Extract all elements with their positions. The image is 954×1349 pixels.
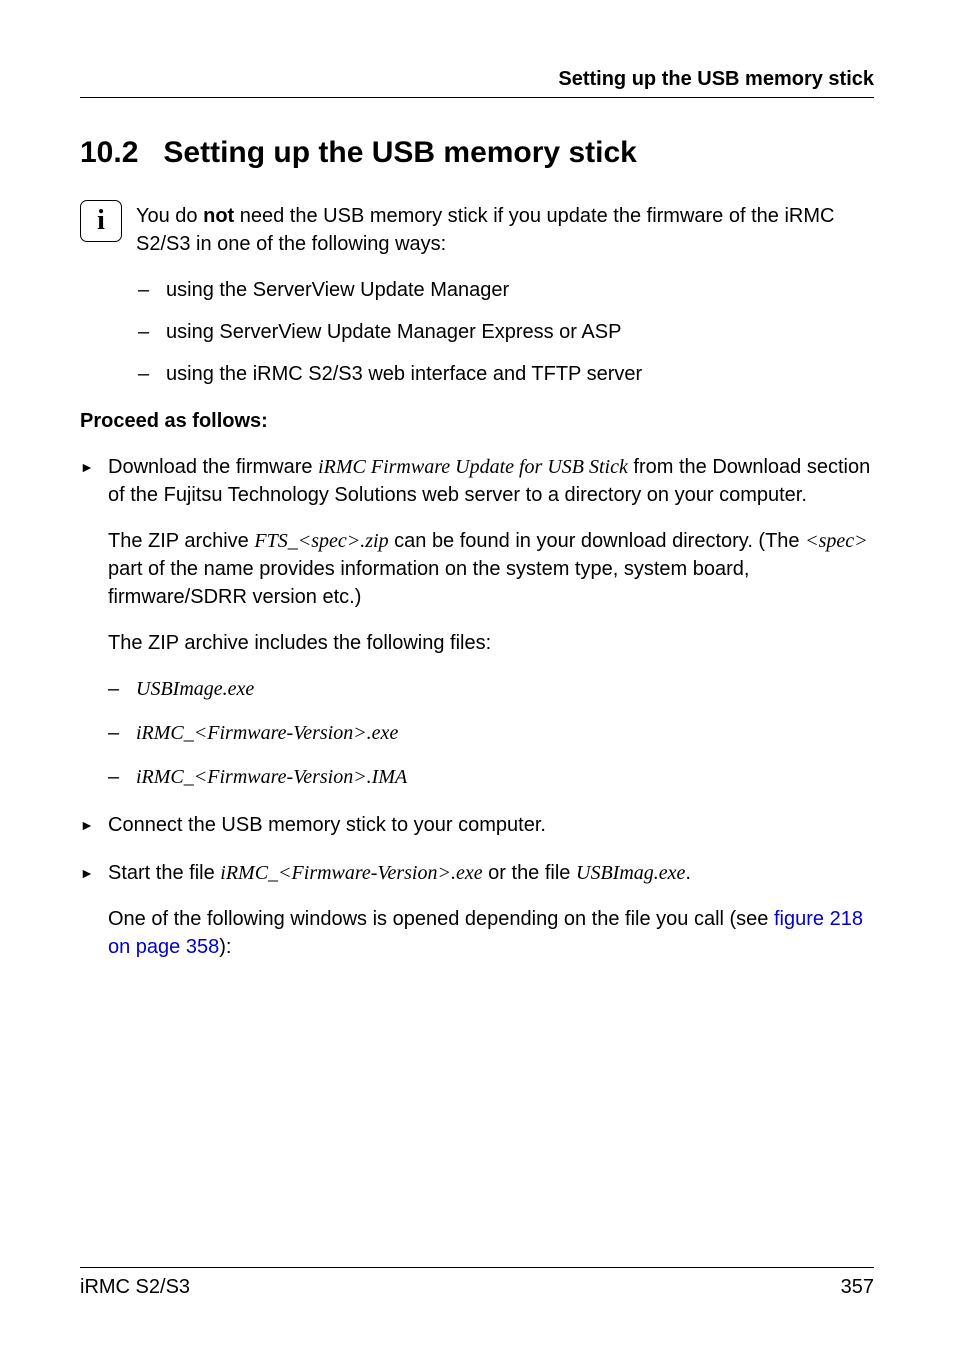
- section-title-text: Setting up the USB memory stick: [163, 136, 636, 169]
- footer-left: iRMC S2/S3: [80, 1276, 190, 1299]
- step-italic: FTS_<spec>.zip: [254, 530, 388, 552]
- step-item: Download the firmware iRMC Firmware Upda…: [108, 453, 874, 791]
- section-heading: 10.2 Setting up the USB memory stick: [80, 136, 874, 170]
- step-paragraph: The ZIP archive includes the following f…: [108, 629, 874, 657]
- list-item: using the iRMC S2/S3 web interface and T…: [166, 360, 874, 388]
- info-note-text: You do not need the USB memory stick if …: [136, 200, 874, 258]
- step-text: or the file: [483, 862, 576, 884]
- file-item: iRMC_<Firmware-Version>.IMA: [136, 763, 874, 791]
- info-sub-list: using the ServerView Update Manager usin…: [80, 276, 874, 388]
- step-paragraph: The ZIP archive FTS_<spec>.zip can be fo…: [108, 527, 874, 611]
- step-paragraph: One of the following windows is opened d…: [108, 905, 874, 961]
- step-text: Start the file: [108, 862, 220, 884]
- step-text: The ZIP archive: [108, 530, 254, 552]
- file-item: iRMC_<Firmware-Version>.exe: [136, 719, 874, 747]
- info-icon: i: [80, 200, 122, 242]
- section-number: 10.2: [80, 136, 138, 169]
- proceed-heading: Proceed as follows:: [80, 410, 874, 433]
- list-item: using ServerView Update Manager Express …: [166, 318, 874, 346]
- info-text-bold: not: [203, 205, 234, 227]
- step-italic: iRMC_<Firmware-Version>.exe: [220, 862, 482, 884]
- info-text-post: need the USB memory stick if you update …: [136, 205, 834, 255]
- step-text: part of the name provides information on…: [108, 558, 749, 608]
- step-italic: iRMC Firmware Update for USB Stick: [318, 456, 628, 478]
- running-title: Setting up the USB memory stick: [80, 68, 874, 91]
- step-item: Start the file iRMC_<Firmware-Version>.e…: [108, 859, 874, 961]
- file-list: USBImage.exe iRMC_<Firmware-Version>.exe…: [108, 675, 874, 791]
- list-item: using the ServerView Update Manager: [166, 276, 874, 304]
- file-item: USBImage.exe: [136, 675, 874, 703]
- steps-list: Download the firmware iRMC Firmware Upda…: [80, 453, 874, 961]
- step-text: can be found in your download directory.…: [389, 530, 806, 552]
- step-text: .: [685, 862, 691, 884]
- step-italic: <spec>: [805, 530, 868, 552]
- info-text-pre: You do: [136, 205, 203, 227]
- step-text: Download the firmware: [108, 456, 318, 478]
- step-text: ):: [219, 936, 231, 958]
- page-header: Setting up the USB memory stick: [80, 68, 874, 98]
- step-item: Connect the USB memory stick to your com…: [108, 811, 874, 839]
- info-note: i You do not need the USB memory stick i…: [80, 200, 874, 258]
- page-number: 357: [841, 1276, 874, 1299]
- page-footer: iRMC S2/S3 357: [80, 1267, 874, 1299]
- step-text: One of the following windows is opened d…: [108, 908, 774, 930]
- step-italic: USBImag.exe: [576, 862, 685, 884]
